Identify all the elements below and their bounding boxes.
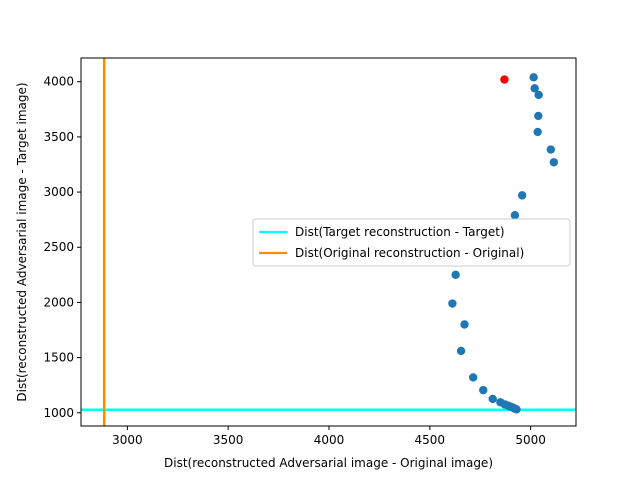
data-point-1	[530, 84, 539, 93]
x-tick-label: 4000	[314, 433, 345, 447]
legend-box	[252, 218, 571, 267]
data-points	[448, 73, 559, 414]
reference-lines	[81, 58, 576, 426]
data-point-5	[546, 145, 555, 154]
y-tick-label: 4000	[43, 75, 74, 89]
y-tick-label: 2500	[43, 240, 74, 254]
x-tick-label: 3000	[112, 433, 143, 447]
data-point-2	[534, 90, 543, 100]
x-axis-ticks: 3000 3500 4000 4500 5000	[112, 426, 546, 447]
data-point-11	[460, 320, 469, 329]
y-tick-label: 1500	[43, 351, 74, 365]
highlight-point-0	[500, 75, 509, 84]
data-point-23	[512, 405, 521, 414]
plot-frame	[80, 57, 577, 427]
x-tick-label: 3500	[213, 433, 244, 447]
x-tick-label: 4500	[415, 433, 446, 447]
legend: Dist(Target reconstruction - Target) Dis…	[252, 218, 571, 267]
data-point-12	[456, 346, 466, 356]
x-tick-label: 5000	[515, 433, 546, 447]
data-point-14	[479, 385, 488, 395]
x-axis-label: Dist(reconstructed Adversarial image - O…	[164, 456, 493, 470]
data-point-9	[451, 270, 460, 280]
y-tick-label: 3500	[43, 130, 74, 144]
data-point-4	[533, 127, 542, 137]
data-point-15	[488, 394, 497, 404]
y-tick-label: 3000	[43, 185, 74, 199]
data-point-8	[510, 211, 520, 220]
data-point-3	[534, 111, 543, 121]
y-tick-label: 1000	[43, 406, 74, 420]
y-tick-label: 2000	[43, 295, 74, 309]
data-point-13	[468, 373, 478, 382]
data-point-10	[448, 299, 457, 308]
data-point-6	[549, 158, 559, 167]
y-axis-label: Dist(reconstructed Adversarial image - T…	[15, 82, 29, 401]
legend-label-original: Dist(Original reconstruction - Original)	[295, 246, 524, 260]
data-point-0	[529, 73, 538, 82]
legend-label-target: Dist(Target reconstruction - Target)	[295, 225, 505, 239]
y-axis-ticks: 1000 1500 2000 2500 3000 3500 4000	[43, 75, 81, 420]
data-point-7	[517, 191, 527, 200]
